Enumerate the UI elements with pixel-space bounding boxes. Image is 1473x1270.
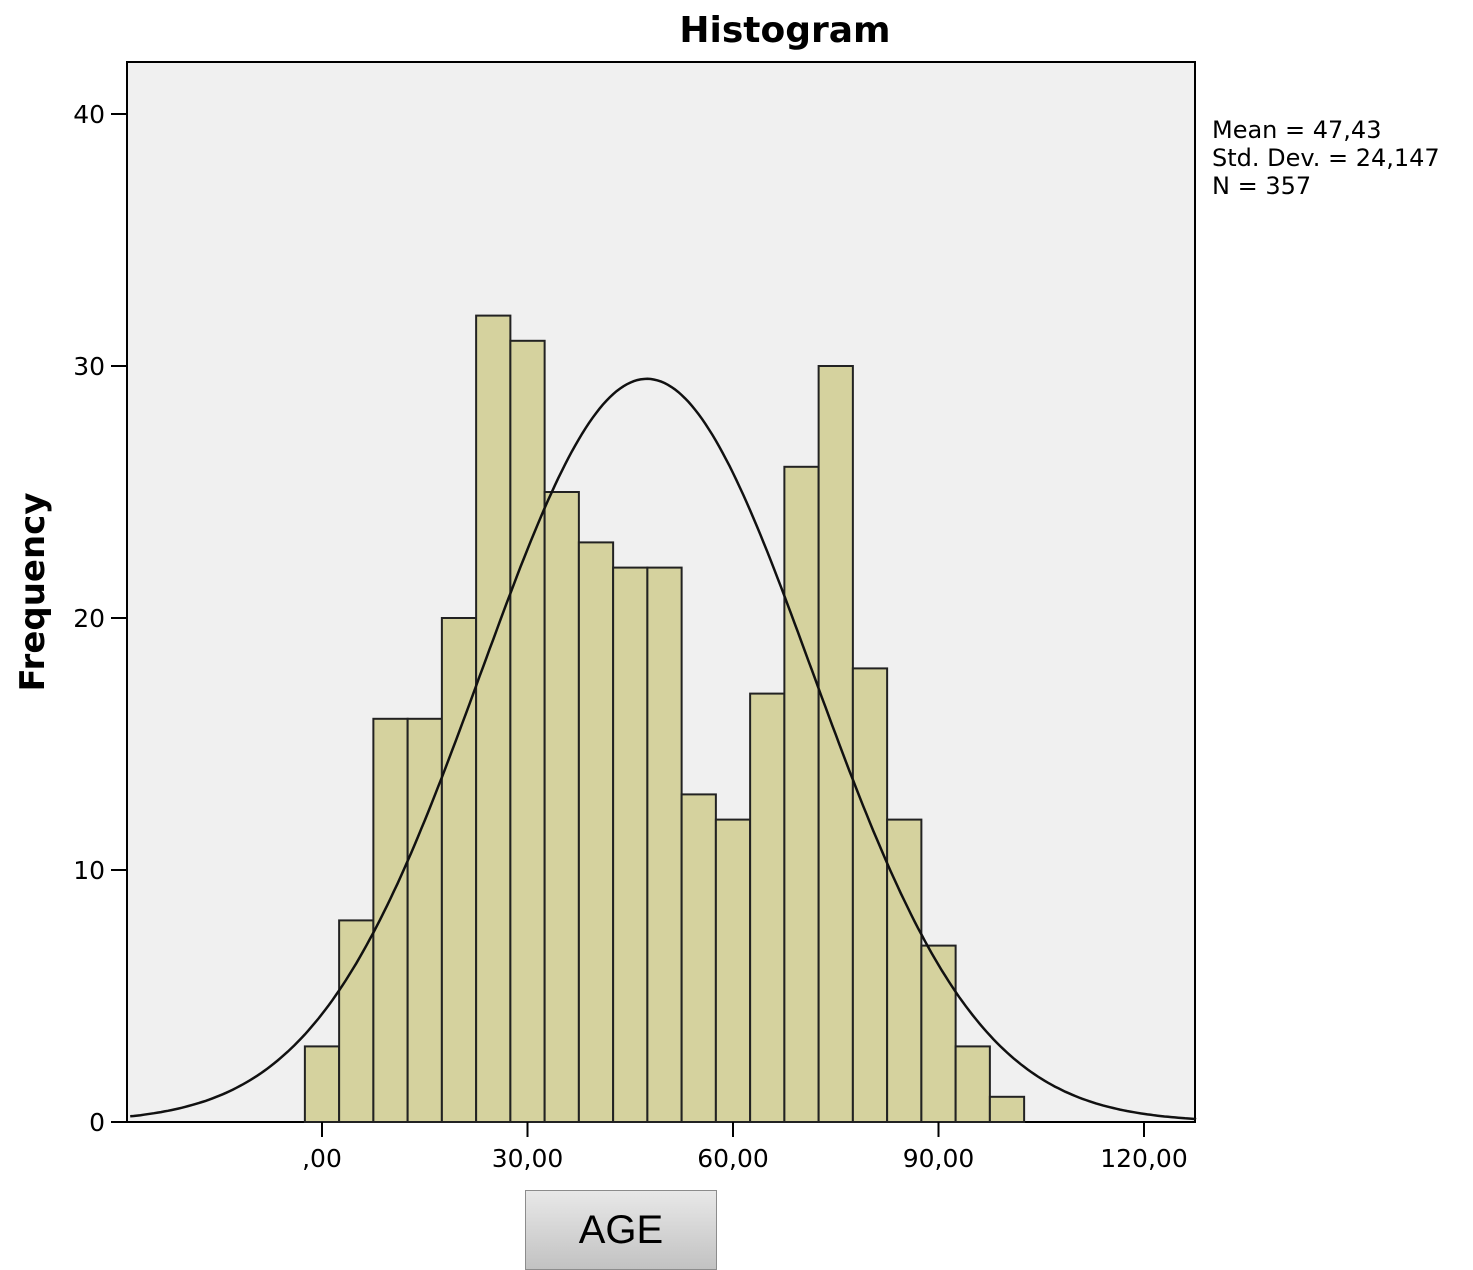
histogram-bar-10 bbox=[646, 566, 683, 1123]
bars-group bbox=[303, 314, 1026, 1124]
histogram-bar-8 bbox=[577, 541, 615, 1123]
y-tick-label-4: 40 bbox=[73, 100, 105, 129]
axes-group: 0 10 20 30 40 ,00 30,00 60,00 90,00 120,00 bbox=[73, 100, 1188, 1173]
histogram-bar-4 bbox=[440, 617, 478, 1123]
histogram-bar-15 bbox=[817, 365, 854, 1123]
x-tick-label-0: ,00 bbox=[302, 1144, 342, 1173]
x-tick-label-2: 60,00 bbox=[697, 1144, 769, 1173]
x-tick-label-1: 30,00 bbox=[492, 1144, 564, 1173]
y-tick-label-2: 20 bbox=[73, 604, 105, 633]
histogram-bar-9 bbox=[612, 566, 649, 1123]
histogram-bar-19 bbox=[954, 1045, 991, 1124]
histogram-bar-14 bbox=[783, 465, 820, 1123]
histogram-bar-7 bbox=[543, 491, 580, 1123]
y-tick-label-0: 0 bbox=[89, 1108, 105, 1137]
histogram-bar-18 bbox=[920, 944, 957, 1123]
histogram-bar-17 bbox=[886, 818, 923, 1123]
x-axis-label: AGE bbox=[525, 1190, 717, 1270]
y-tick-label-3: 30 bbox=[73, 352, 105, 381]
y-axis-label: Frequency bbox=[13, 492, 53, 691]
normal-curve bbox=[130, 377, 1197, 1121]
histogram-bar-12 bbox=[714, 818, 752, 1123]
stats-line-1: Std. Dev. = 24,147 bbox=[1212, 144, 1440, 172]
histogram-bar-3 bbox=[406, 717, 443, 1123]
chart-title: Histogram bbox=[679, 10, 890, 51]
y-tick-label-1: 10 bbox=[73, 856, 105, 885]
histogram-bar-5 bbox=[475, 314, 512, 1124]
histogram-bar-11 bbox=[680, 793, 717, 1124]
histogram-bar-13 bbox=[749, 692, 786, 1123]
histogram-bar-1 bbox=[338, 919, 375, 1124]
histogram-bar-6 bbox=[509, 339, 546, 1123]
stats-line-2: N = 357 bbox=[1212, 172, 1311, 200]
histogram-bar-20 bbox=[988, 1095, 1026, 1124]
stats-line-0: Mean = 47,43 bbox=[1212, 116, 1381, 144]
histogram-bar-0 bbox=[303, 1045, 341, 1124]
x-tick-label-4: 120,00 bbox=[1100, 1144, 1187, 1173]
x-tick-label-3: 90,00 bbox=[903, 1144, 975, 1173]
histogram-bar-16 bbox=[851, 667, 889, 1124]
